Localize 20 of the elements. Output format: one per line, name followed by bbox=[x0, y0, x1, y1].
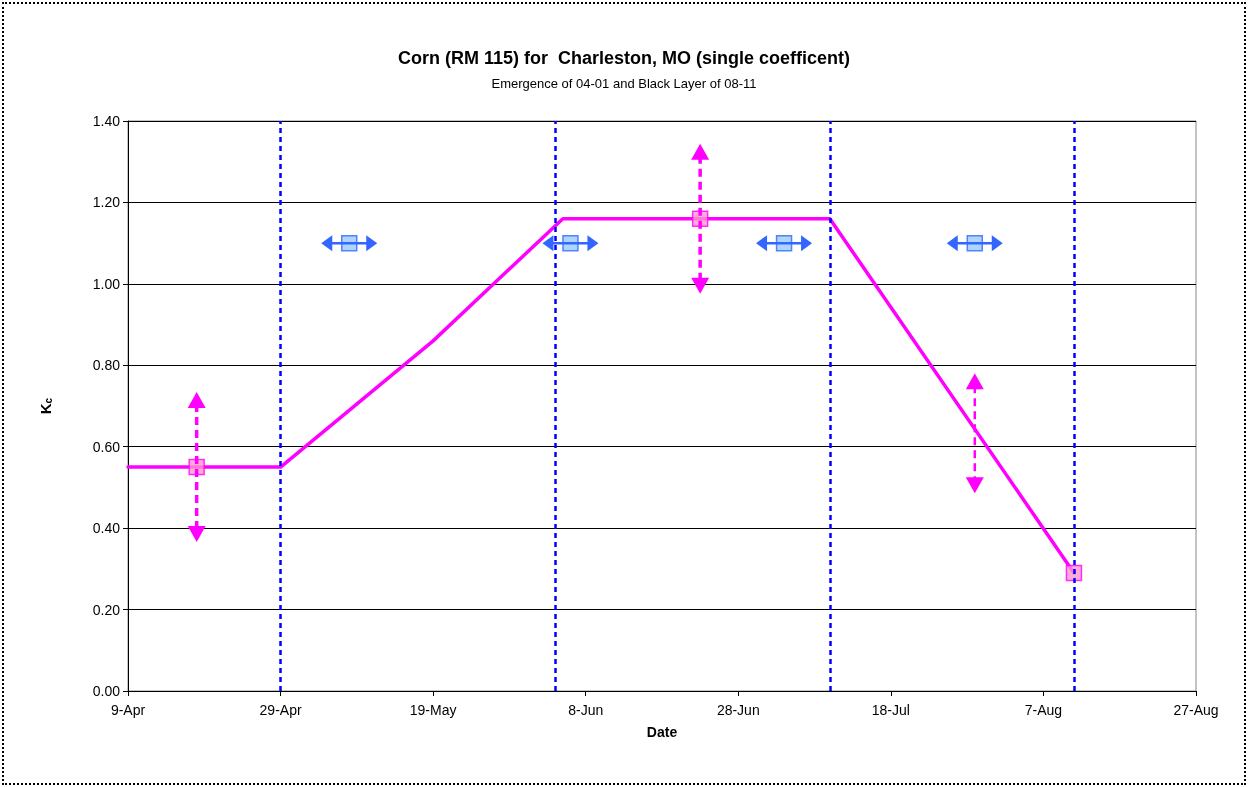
y-tick-label: 1.40 bbox=[92, 113, 121, 129]
y-tick-label: 0.40 bbox=[92, 520, 121, 537]
x-axis-title: Date bbox=[646, 724, 678, 740]
x-tick-label: 8-Jun bbox=[568, 702, 604, 718]
x-tick-label: 9-Apr bbox=[110, 702, 146, 718]
y-tick-label: 0.20 bbox=[92, 601, 121, 618]
y-tick-label: 0.00 bbox=[92, 683, 121, 699]
y-tick-label: 0.60 bbox=[92, 438, 121, 455]
x-tick-label: 29-Apr bbox=[259, 702, 302, 718]
y-tick-label: 0.80 bbox=[92, 357, 121, 374]
y-tick-label: 1.00 bbox=[92, 275, 121, 292]
x-tick-label: 7-Aug bbox=[1024, 702, 1063, 718]
y-axis-title: Kc bbox=[36, 397, 54, 415]
x-tick-label: 19-May bbox=[409, 702, 457, 718]
x-tick-label: 27-Aug bbox=[1173, 702, 1219, 718]
x-tick-label: 28-Jun bbox=[716, 702, 760, 718]
chart-subtitle: Emergence of 04-01 and Black Layer of 08-11 bbox=[491, 76, 757, 91]
y-tick-label: 1.20 bbox=[92, 194, 121, 211]
chart-title: Corn (RM 115) for Charleston, MO (single coefficent) bbox=[397, 48, 851, 68]
x-tick-label: 18-Jul bbox=[871, 702, 910, 718]
